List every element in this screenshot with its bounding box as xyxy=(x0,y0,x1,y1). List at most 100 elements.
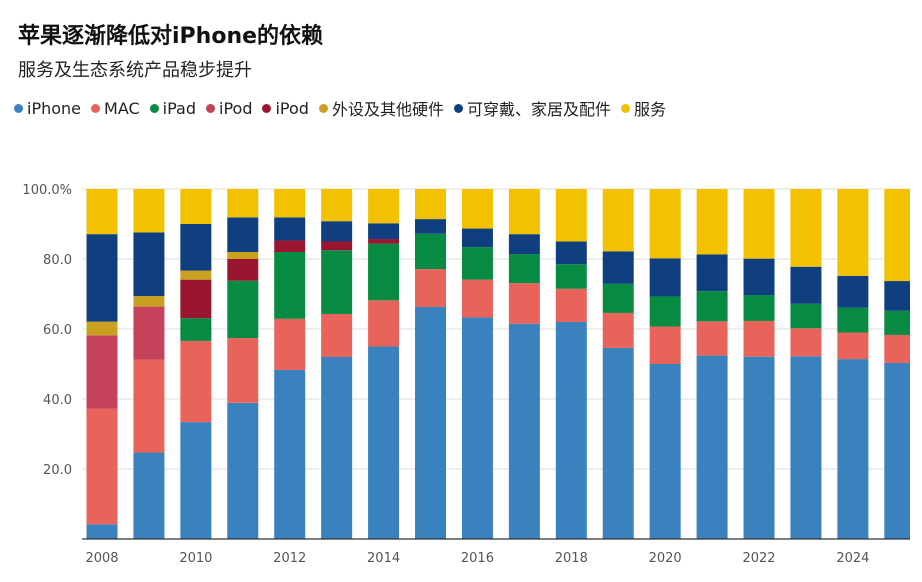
bar-segment xyxy=(274,318,306,370)
x-tick-label: 2024 xyxy=(836,551,869,566)
bar-segment xyxy=(508,189,540,235)
bar-segment xyxy=(743,320,775,357)
legend-item: iPod xyxy=(262,96,309,120)
bar-segment xyxy=(180,422,212,539)
bar-segment xyxy=(321,221,353,242)
bar-segment xyxy=(508,254,540,284)
bar-segment xyxy=(368,189,400,224)
bar-segment xyxy=(227,189,259,218)
bar-segment xyxy=(180,224,212,271)
bar-segment xyxy=(461,189,493,229)
bar-segment xyxy=(837,307,869,333)
x-tick-label: 2014 xyxy=(367,551,400,566)
bar-segment xyxy=(227,252,259,259)
bar-segment xyxy=(368,300,400,347)
legend-marker xyxy=(91,103,101,113)
bar-segment xyxy=(274,189,306,218)
x-tick-label: 2008 xyxy=(85,551,118,566)
bar-segment xyxy=(696,254,728,292)
bar-segment xyxy=(415,306,447,539)
legend-label: iPhone xyxy=(27,98,82,118)
bar-segment xyxy=(555,322,587,539)
bar-segment xyxy=(461,279,493,318)
bar-segment xyxy=(602,312,634,348)
bar-segment xyxy=(133,306,165,360)
y-tick-label: 20.0 xyxy=(43,463,72,478)
bar-segment xyxy=(790,266,822,304)
legend-label: 服务 xyxy=(633,100,666,119)
bar-segment xyxy=(368,223,400,240)
bar-segment xyxy=(227,402,259,539)
bar-segment xyxy=(649,258,681,297)
bar-segment xyxy=(415,233,447,270)
legend-item: 外设及其他硬件 xyxy=(318,96,444,120)
legend-marker xyxy=(14,103,23,113)
bar-segment xyxy=(743,258,775,296)
bar-segment xyxy=(461,228,493,248)
bar-segment xyxy=(321,250,353,314)
bar-segment xyxy=(133,452,165,539)
bar-segment xyxy=(180,279,212,319)
bar-segment xyxy=(743,356,775,539)
bar-segment xyxy=(274,252,306,319)
chart-title: 苹果逐渐降低对iPhone的依赖 xyxy=(18,24,324,49)
bar-segment xyxy=(321,241,353,251)
bar-segment xyxy=(415,269,447,307)
legend-item: MAC xyxy=(91,96,140,120)
bar-segment xyxy=(274,240,306,252)
legend-marker xyxy=(206,103,215,113)
bar-segment xyxy=(649,189,681,259)
x-tick-label: 2010 xyxy=(179,551,212,566)
bar-segment xyxy=(86,234,118,322)
bars xyxy=(86,189,910,539)
bar-segment xyxy=(790,189,822,267)
bar-segment xyxy=(180,340,212,423)
bar-segment xyxy=(555,288,587,322)
bar-segment xyxy=(86,335,118,409)
bar-segment xyxy=(133,232,165,297)
bar-segment xyxy=(696,291,728,322)
bar-segment xyxy=(837,332,869,360)
bar-segment xyxy=(227,259,259,281)
legend-item: 可穿戴、家居及配件 xyxy=(453,96,611,120)
bar-segment xyxy=(508,283,540,324)
x-tick-label: 2016 xyxy=(461,551,494,566)
bar-segment xyxy=(602,189,634,252)
legend-label: 外设及其他硬件 xyxy=(331,100,444,119)
bar-segment xyxy=(86,321,118,336)
bar-segment xyxy=(790,356,822,539)
bar-segment xyxy=(696,189,728,255)
bar-segment xyxy=(461,317,493,539)
bar-segment xyxy=(133,189,165,233)
bar-segment xyxy=(555,264,587,289)
bar-segment xyxy=(321,357,353,539)
legend-marker xyxy=(318,103,328,113)
legend-marker xyxy=(149,103,159,113)
bar-segment xyxy=(602,251,634,284)
legend-item: iPod xyxy=(206,96,252,120)
legend: iPhone MAC iPad iPod iPod 外设及其他硬件 可穿戴、家居及配件 服务 xyxy=(14,96,666,120)
bar-segment xyxy=(368,243,400,301)
bar-segment xyxy=(180,318,212,341)
bar-segment xyxy=(790,303,822,329)
bar-segment xyxy=(696,355,728,539)
bar-segment xyxy=(602,347,634,539)
bar-segment xyxy=(696,321,728,356)
legend-label: MAC xyxy=(104,98,140,118)
bar-segment xyxy=(461,247,493,280)
legend-marker xyxy=(262,103,272,113)
y-tick-label: 60.0 xyxy=(43,323,72,338)
bar-segment xyxy=(649,326,681,364)
bar-segment xyxy=(274,217,306,241)
bar-segment xyxy=(743,189,775,259)
legend-label: iPod xyxy=(219,98,253,118)
bar-segment xyxy=(884,310,910,335)
bar-segment xyxy=(837,359,869,539)
bar-segment xyxy=(227,280,259,339)
y-tick-label: 80.0 xyxy=(43,253,72,268)
bar-segment xyxy=(180,270,212,280)
bar-segment xyxy=(649,364,681,539)
x-tick-label: 2012 xyxy=(273,551,306,566)
bar-segment xyxy=(602,283,634,313)
